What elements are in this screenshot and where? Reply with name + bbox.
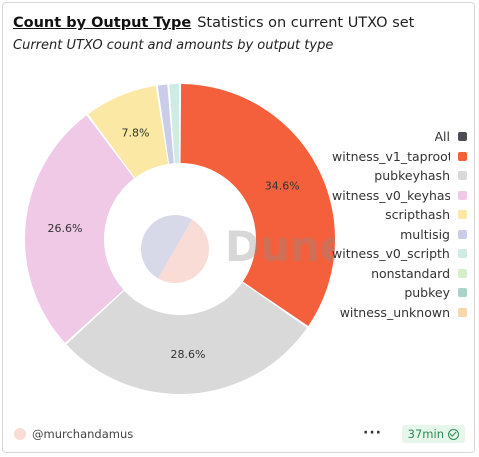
legend-item[interactable]: nonstandard bbox=[327, 264, 467, 284]
check-circle-icon bbox=[448, 428, 459, 440]
donut-slice[interactable] bbox=[66, 282, 308, 395]
legend-swatch bbox=[458, 268, 467, 278]
legend-label: pubkey bbox=[404, 285, 450, 301]
legend-item[interactable]: pubkey bbox=[327, 283, 467, 303]
legend-swatch bbox=[458, 288, 467, 298]
legend-swatch bbox=[458, 307, 467, 317]
legend-item[interactable]: pubkeyhash bbox=[327, 166, 467, 186]
legend-swatch bbox=[458, 151, 467, 161]
slice-label: 7.8% bbox=[121, 126, 149, 139]
chart-subtitle: Statistics on current UTXO set bbox=[197, 15, 415, 31]
donut-slice[interactable] bbox=[157, 84, 174, 164]
legend-label: All bbox=[434, 129, 451, 145]
donut-slice[interactable] bbox=[169, 84, 180, 164]
slice-label: 34.6% bbox=[265, 179, 300, 192]
chart-description: Current UTXO count and amounts by output… bbox=[13, 38, 334, 53]
legend-swatch bbox=[458, 171, 467, 181]
legend-label: witness_v0_scripthash bbox=[332, 246, 450, 262]
inner-pie-slice bbox=[141, 215, 192, 279]
legend-item[interactable]: multisig bbox=[327, 225, 467, 245]
legend-label: scripthash bbox=[385, 207, 450, 223]
refresh-time-badge[interactable]: 37min bbox=[401, 425, 465, 443]
slice-label: 26.6% bbox=[48, 222, 83, 235]
inner-pie-slice bbox=[158, 219, 209, 283]
more-options-icon[interactable]: ··· bbox=[363, 425, 382, 441]
legend-label: witness_v0_keyhash bbox=[332, 187, 450, 203]
refresh-time-label: 37min bbox=[407, 427, 444, 441]
legend-swatch bbox=[458, 132, 467, 142]
legend-label: witness_unknown bbox=[339, 304, 450, 320]
donut-slice[interactable] bbox=[24, 115, 135, 343]
legend-item[interactable]: witness_v0_scripthash bbox=[327, 244, 467, 264]
legend-item[interactable]: witness_v1_taproot bbox=[327, 147, 467, 167]
legend-label: multisig bbox=[400, 226, 450, 242]
legend-item[interactable]: scripthash bbox=[327, 205, 467, 225]
title-row: Count by Output Type Statistics on curren… bbox=[13, 15, 414, 31]
legend-item[interactable]: witness_unknown bbox=[327, 303, 467, 323]
legend-item[interactable]: witness_v0_keyhash bbox=[327, 186, 467, 206]
legend-label: witness_v1_taproot bbox=[332, 148, 450, 164]
legend-label: nonstandard bbox=[371, 265, 450, 281]
chart-legend: All witness_v1_taproot pubkeyhash witness_v… bbox=[327, 127, 467, 322]
donut-slice[interactable] bbox=[180, 84, 335, 327]
slice-label: 28.6% bbox=[170, 348, 205, 361]
footer: @murchandamus ··· 37min bbox=[12, 425, 467, 445]
legend-item[interactable]: All bbox=[327, 127, 467, 147]
chart-title-link[interactable]: Count by Output Type bbox=[13, 15, 192, 31]
legend-label: pubkeyhash bbox=[374, 168, 450, 184]
legend-swatch bbox=[458, 210, 467, 220]
legend-swatch bbox=[458, 249, 467, 259]
author-link[interactable]: @murchandamus bbox=[32, 427, 134, 441]
avatar[interactable] bbox=[14, 428, 26, 440]
legend-swatch bbox=[458, 190, 467, 200]
legend-swatch bbox=[458, 229, 467, 239]
dune-watermark: Dune bbox=[225, 222, 335, 271]
donut-slice[interactable] bbox=[88, 85, 169, 178]
